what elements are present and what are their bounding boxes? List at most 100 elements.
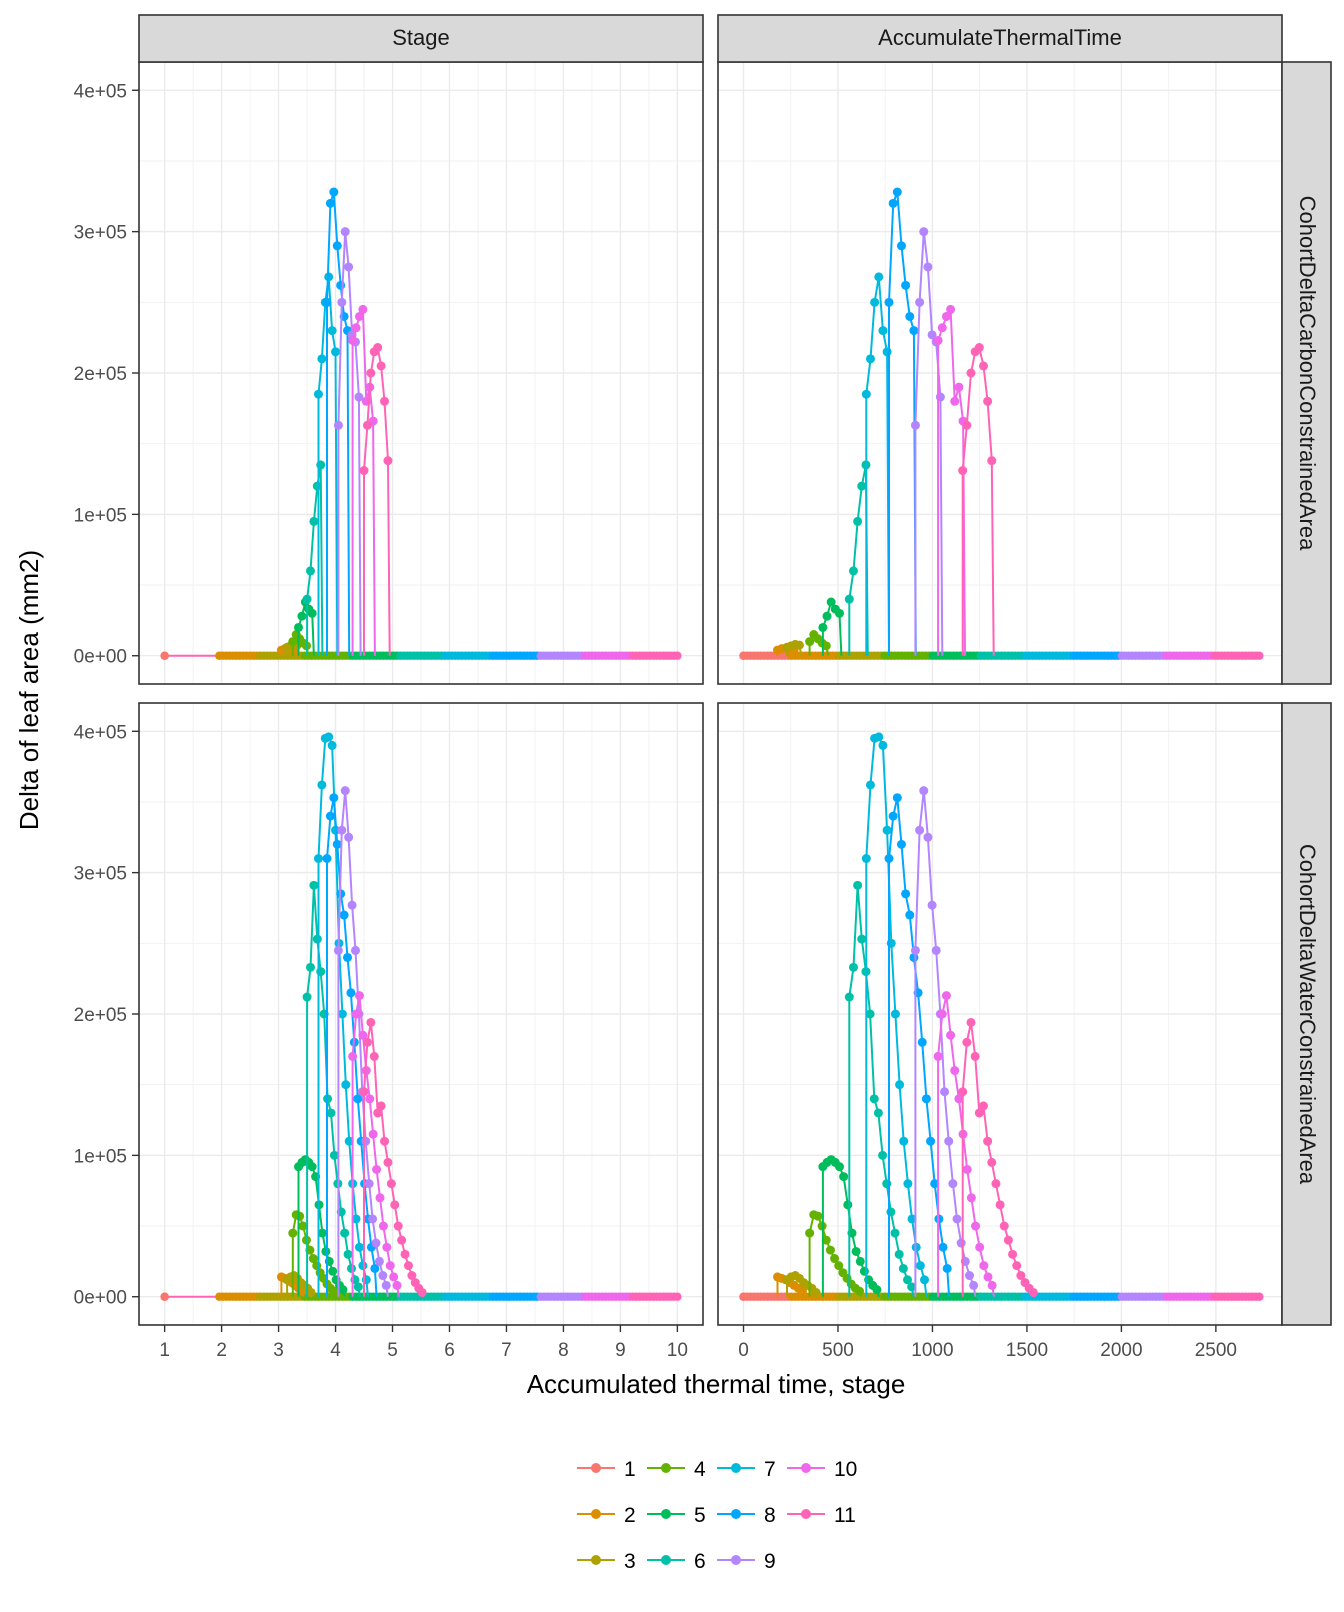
data-point	[962, 1037, 972, 1047]
data-point	[317, 1228, 327, 1238]
row-strip	[1281, 702, 1332, 1326]
data-point	[874, 732, 884, 742]
series-6	[302, 460, 326, 656]
series-8	[884, 793, 952, 1297]
panel-1-1	[717, 702, 1283, 1326]
legend-label: 2	[624, 1504, 636, 1527]
data-point	[926, 1136, 936, 1146]
series-7	[861, 732, 930, 1297]
x-axis-title: Accumulated thermal time, stage	[527, 1369, 906, 1399]
data-point	[348, 335, 358, 345]
data-point	[350, 945, 360, 955]
data-point	[359, 466, 369, 476]
data-point	[1028, 1287, 1038, 1297]
legend-item: 2	[577, 1504, 636, 1527]
data-point	[818, 622, 828, 632]
data-point	[329, 1286, 339, 1296]
data-point	[337, 1009, 347, 1019]
data-point	[368, 1214, 378, 1224]
y-axis-title: Delta of leaf area (mm2)	[14, 550, 44, 830]
data-point	[354, 1242, 364, 1252]
data-point	[332, 839, 342, 849]
data-point	[358, 304, 368, 314]
data-point	[390, 1200, 400, 1210]
legend-key-point	[591, 1555, 601, 1565]
data-point	[892, 187, 902, 197]
legend-key-point	[661, 1463, 671, 1473]
data-point	[931, 945, 941, 955]
data-point	[954, 382, 964, 392]
legend-item: 8	[717, 1504, 776, 1527]
data-point	[937, 1009, 947, 1019]
y-tick-label: 4e+05	[74, 81, 127, 102]
data-point	[966, 368, 976, 378]
series-11	[958, 343, 997, 656]
data-point	[375, 1193, 385, 1203]
data-point	[329, 187, 339, 197]
data-point	[954, 1094, 964, 1104]
panels	[138, 61, 1283, 1326]
data-point	[359, 1087, 369, 1097]
data-point	[811, 1287, 821, 1297]
data-point	[333, 420, 343, 430]
zero-point	[673, 651, 682, 660]
data-point	[941, 311, 951, 321]
data-point	[340, 786, 350, 796]
data-point	[974, 1108, 984, 1118]
series-5	[818, 597, 844, 656]
data-point	[288, 637, 298, 647]
data-point	[347, 900, 357, 910]
data-point	[907, 1214, 917, 1224]
data-point	[970, 1051, 980, 1061]
data-point	[915, 825, 925, 835]
data-point	[294, 622, 304, 632]
data-point	[797, 1286, 807, 1296]
data-point	[861, 389, 871, 399]
data-point	[378, 1271, 388, 1281]
data-point	[898, 1263, 908, 1273]
data-point	[905, 910, 915, 920]
data-point	[859, 1266, 869, 1276]
data-point	[930, 1179, 940, 1189]
data-point	[834, 1162, 844, 1172]
data-point	[825, 1245, 835, 1255]
baseline-points	[160, 651, 682, 660]
data-point	[944, 1136, 954, 1146]
data-point	[844, 992, 854, 1002]
zero-point	[160, 651, 169, 660]
legend-key-point	[661, 1509, 671, 1519]
legend-item: 11	[787, 1504, 856, 1527]
data-point	[344, 832, 354, 842]
data-point	[333, 945, 343, 955]
data-point	[882, 347, 892, 357]
data-point	[886, 1207, 896, 1217]
data-point	[890, 1228, 900, 1238]
y-tick-label: 1e+05	[74, 505, 127, 526]
data-point	[941, 991, 951, 1001]
legend-item: 6	[647, 1550, 706, 1573]
data-point	[942, 1263, 952, 1273]
data-point	[915, 297, 925, 307]
data-point	[346, 988, 356, 998]
data-point	[844, 594, 854, 604]
data-point	[343, 952, 353, 962]
column-strip	[138, 14, 704, 63]
series-9	[910, 786, 979, 1297]
data-point	[317, 780, 327, 790]
legend-label: 5	[694, 1504, 706, 1527]
data-point	[361, 1136, 371, 1146]
panel-0-0	[138, 61, 704, 685]
column-strip-label: Stage	[392, 25, 450, 50]
data-point	[950, 396, 960, 406]
data-point	[308, 1254, 318, 1264]
column-strip	[717, 14, 1283, 63]
x-tick-label: 1500	[1006, 1340, 1048, 1361]
x-tick-label: 9	[615, 1340, 626, 1361]
data-point	[1016, 1271, 1026, 1281]
data-point	[910, 945, 920, 955]
legend-item: 7	[717, 1458, 776, 1481]
data-point	[878, 740, 888, 750]
x-tick-label: 10	[667, 1340, 688, 1361]
y-tick-label: 0e+00	[74, 1288, 127, 1309]
